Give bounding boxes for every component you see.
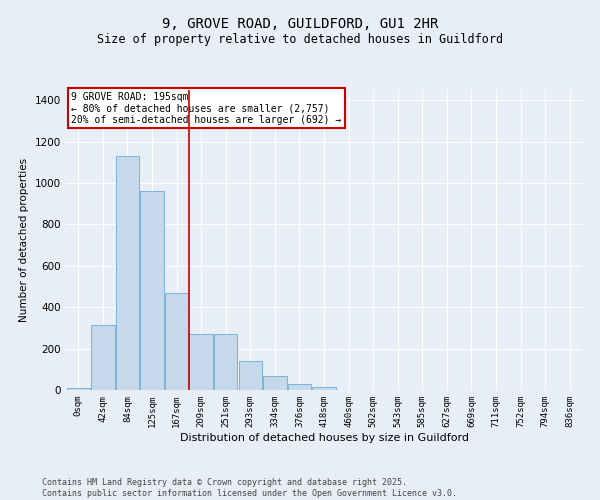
Text: Contains HM Land Registry data © Crown copyright and database right 2025.
Contai: Contains HM Land Registry data © Crown c… [42, 478, 457, 498]
Text: Size of property relative to detached houses in Guildford: Size of property relative to detached ho… [97, 32, 503, 46]
Bar [91, 325, 115, 390]
Bar [140, 192, 164, 390]
Bar [116, 156, 139, 390]
Bar [165, 293, 188, 390]
Bar [313, 387, 335, 390]
Text: 9 GROVE ROAD: 195sqm
← 80% of detached houses are smaller (2,757)
20% of semi-de: 9 GROVE ROAD: 195sqm ← 80% of detached h… [71, 92, 341, 124]
Text: 9, GROVE ROAD, GUILDFORD, GU1 2HR: 9, GROVE ROAD, GUILDFORD, GU1 2HR [162, 18, 438, 32]
Bar [67, 388, 90, 390]
X-axis label: Distribution of detached houses by size in Guildford: Distribution of detached houses by size … [179, 432, 469, 442]
Y-axis label: Number of detached properties: Number of detached properties [19, 158, 29, 322]
Bar [288, 384, 311, 390]
Bar [239, 361, 262, 390]
Bar [263, 376, 287, 390]
Bar [190, 334, 213, 390]
Bar [214, 334, 238, 390]
